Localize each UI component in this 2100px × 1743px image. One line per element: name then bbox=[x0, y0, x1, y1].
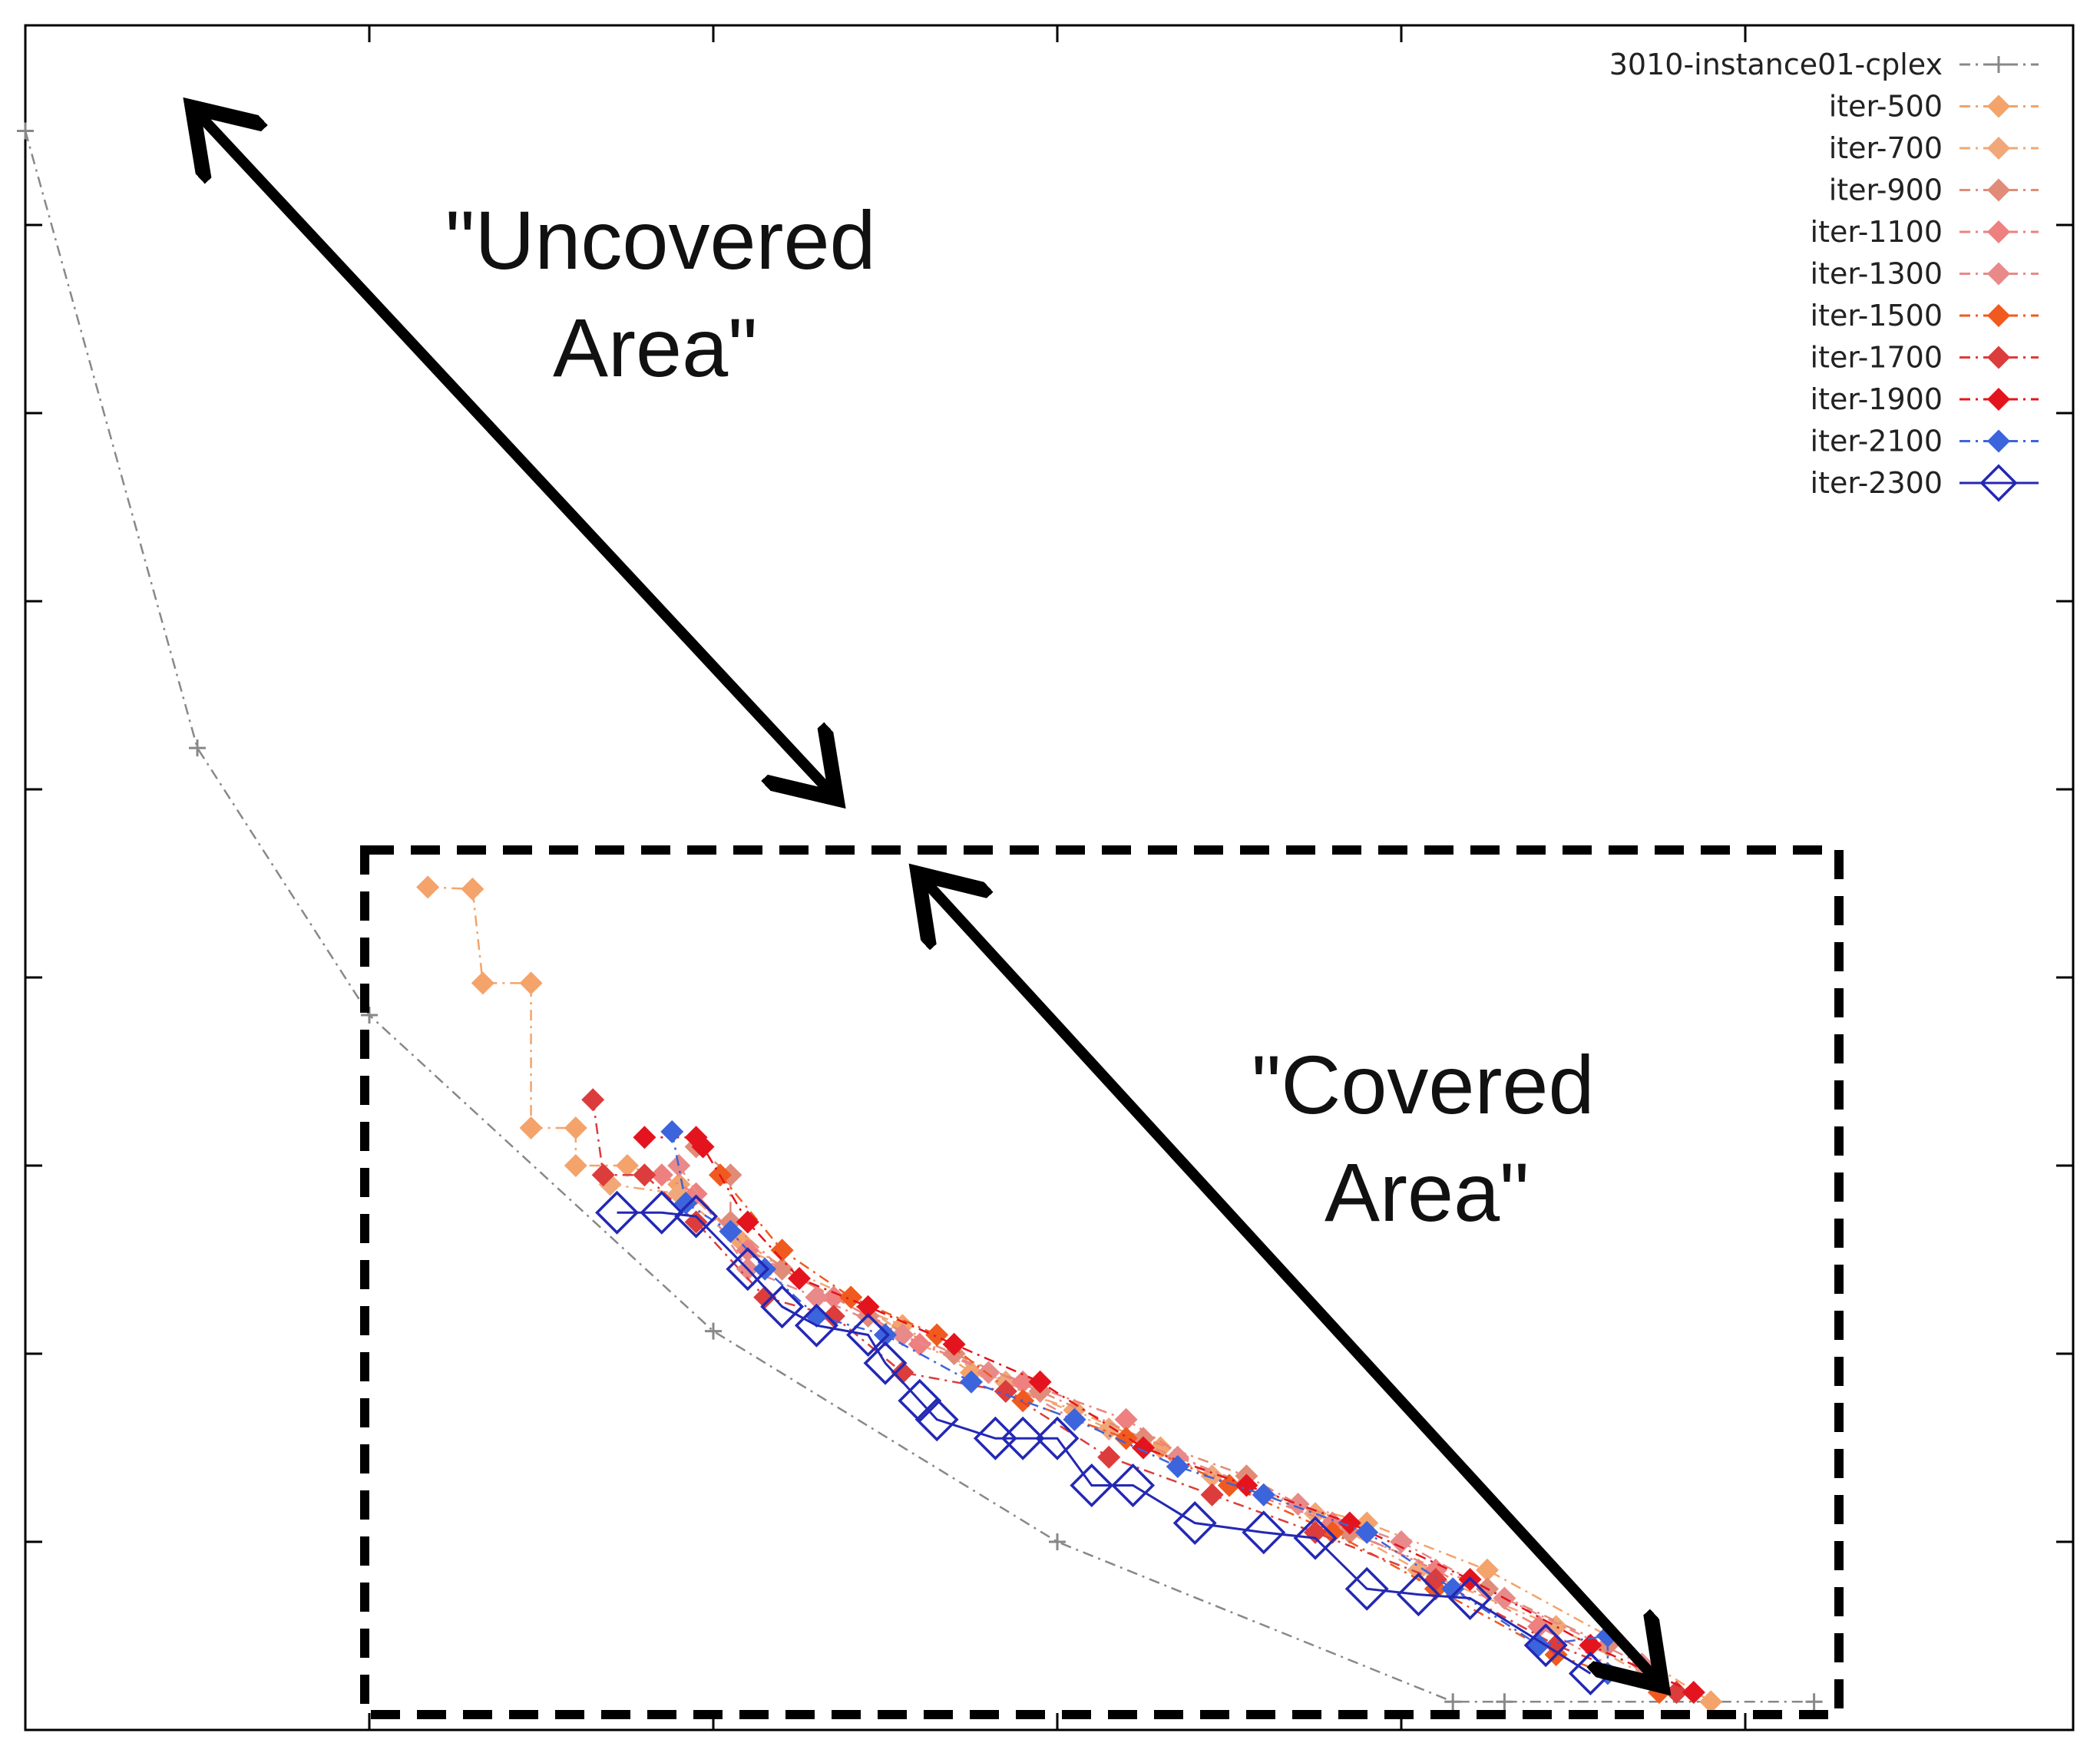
legend-marker bbox=[1990, 56, 2007, 73]
series-iter-1100 bbox=[650, 1163, 1671, 1704]
legend-marker bbox=[1987, 178, 2010, 202]
series-layer bbox=[17, 122, 1823, 1714]
series-line bbox=[644, 1136, 1695, 1694]
data-point bbox=[753, 1285, 777, 1309]
series-line bbox=[24, 131, 1814, 1703]
data-point bbox=[736, 1210, 759, 1234]
legend-marker bbox=[1987, 346, 2010, 369]
data-point bbox=[846, 1313, 891, 1357]
data-point bbox=[17, 122, 34, 140]
data-point bbox=[616, 1154, 639, 1177]
series-3010-instance01-cplex bbox=[17, 122, 1823, 1711]
data-point bbox=[726, 1247, 770, 1292]
uncovered-area-arrow bbox=[200, 115, 829, 791]
legend-label: iter-500 bbox=[1829, 90, 1943, 124]
data-point bbox=[674, 1194, 719, 1239]
data-point bbox=[650, 1163, 673, 1187]
legend-marker bbox=[1987, 94, 2010, 118]
series-line bbox=[428, 886, 1711, 1703]
series-iter-500 bbox=[416, 875, 1723, 1714]
legend: 3010-instance01-cplex iter-500 iter-700 ite… bbox=[1609, 48, 2039, 502]
legend-label: iter-2300 bbox=[1811, 466, 1943, 500]
data-point bbox=[1699, 1690, 1723, 1714]
legend-label: iter-1300 bbox=[1811, 257, 1943, 291]
data-point bbox=[719, 1219, 742, 1243]
data-point bbox=[1496, 1693, 1513, 1711]
data-point bbox=[856, 1295, 880, 1318]
data-point bbox=[640, 1190, 684, 1235]
data-point bbox=[805, 1305, 828, 1328]
legend-marker bbox=[1987, 429, 2010, 453]
series-iter-1500 bbox=[708, 1163, 1671, 1704]
data-point bbox=[1097, 1445, 1121, 1469]
data-point bbox=[519, 971, 543, 995]
data-point bbox=[471, 971, 494, 995]
axis-ticks bbox=[25, 25, 2073, 1730]
data-point bbox=[189, 739, 206, 757]
annotation-covered-line2: Area" bbox=[1324, 1146, 1529, 1239]
data-point bbox=[1682, 1681, 1705, 1704]
covered-area-box bbox=[360, 845, 1844, 1719]
data-point bbox=[839, 1285, 863, 1309]
legend-marker bbox=[1979, 464, 2018, 502]
data-point bbox=[564, 1116, 587, 1139]
data-point bbox=[863, 1341, 908, 1385]
data-point bbox=[660, 1120, 684, 1143]
annotation-uncovered-line2: Area" bbox=[553, 301, 757, 394]
annotation-covered-line1: "Covered bbox=[1252, 1038, 1595, 1131]
data-point bbox=[805, 1285, 828, 1309]
series-iter-1900 bbox=[633, 1126, 1705, 1704]
series-line bbox=[661, 1174, 1660, 1694]
data-point bbox=[1049, 1533, 1066, 1550]
legend-marker bbox=[1987, 137, 2010, 160]
annotation-uncovered-line1: "Uncovered bbox=[445, 193, 876, 286]
data-point bbox=[691, 1135, 715, 1159]
data-point bbox=[788, 1267, 811, 1290]
legend-label: iter-1700 bbox=[1811, 341, 1943, 375]
legend-label: iter-1500 bbox=[1811, 299, 1943, 332]
legend-marker bbox=[1987, 388, 2010, 411]
data-point bbox=[760, 1285, 805, 1329]
data-point bbox=[633, 1163, 656, 1187]
covered-area-arrow bbox=[925, 881, 1655, 1678]
data-point bbox=[794, 1303, 838, 1348]
data-point bbox=[822, 1285, 845, 1309]
legend-label: iter-700 bbox=[1829, 131, 1943, 165]
data-point bbox=[581, 1088, 605, 1112]
series-line bbox=[719, 1174, 1660, 1694]
data-point bbox=[595, 1190, 640, 1235]
data-point bbox=[753, 1257, 777, 1281]
legend-label: iter-1900 bbox=[1811, 382, 1943, 416]
legend-label: 3010-instance01-cplex bbox=[1609, 48, 1943, 81]
data-point bbox=[591, 1163, 615, 1187]
legend-marker bbox=[1987, 220, 2010, 243]
plot-frame bbox=[24, 24, 2075, 1731]
data-point bbox=[519, 1116, 543, 1139]
data-point bbox=[416, 875, 440, 899]
legend-label: iter-900 bbox=[1829, 174, 1943, 207]
data-point bbox=[633, 1126, 656, 1149]
data-point bbox=[705, 1322, 722, 1340]
data-point bbox=[1444, 1693, 1462, 1711]
data-point bbox=[1596, 1662, 1619, 1685]
data-point bbox=[891, 1361, 914, 1384]
legend-marker bbox=[1987, 304, 2010, 327]
data-point bbox=[874, 1323, 897, 1347]
legend-label: iter-1100 bbox=[1811, 215, 1943, 249]
data-point bbox=[1805, 1693, 1823, 1711]
legend-label: iter-2100 bbox=[1811, 425, 1943, 458]
legend-marker bbox=[1987, 262, 2010, 286]
data-point bbox=[770, 1239, 794, 1262]
data-point bbox=[770, 1257, 794, 1281]
data-point bbox=[564, 1154, 587, 1177]
data-point bbox=[461, 877, 484, 901]
data-point bbox=[891, 1323, 914, 1347]
data-point bbox=[674, 1192, 698, 1215]
